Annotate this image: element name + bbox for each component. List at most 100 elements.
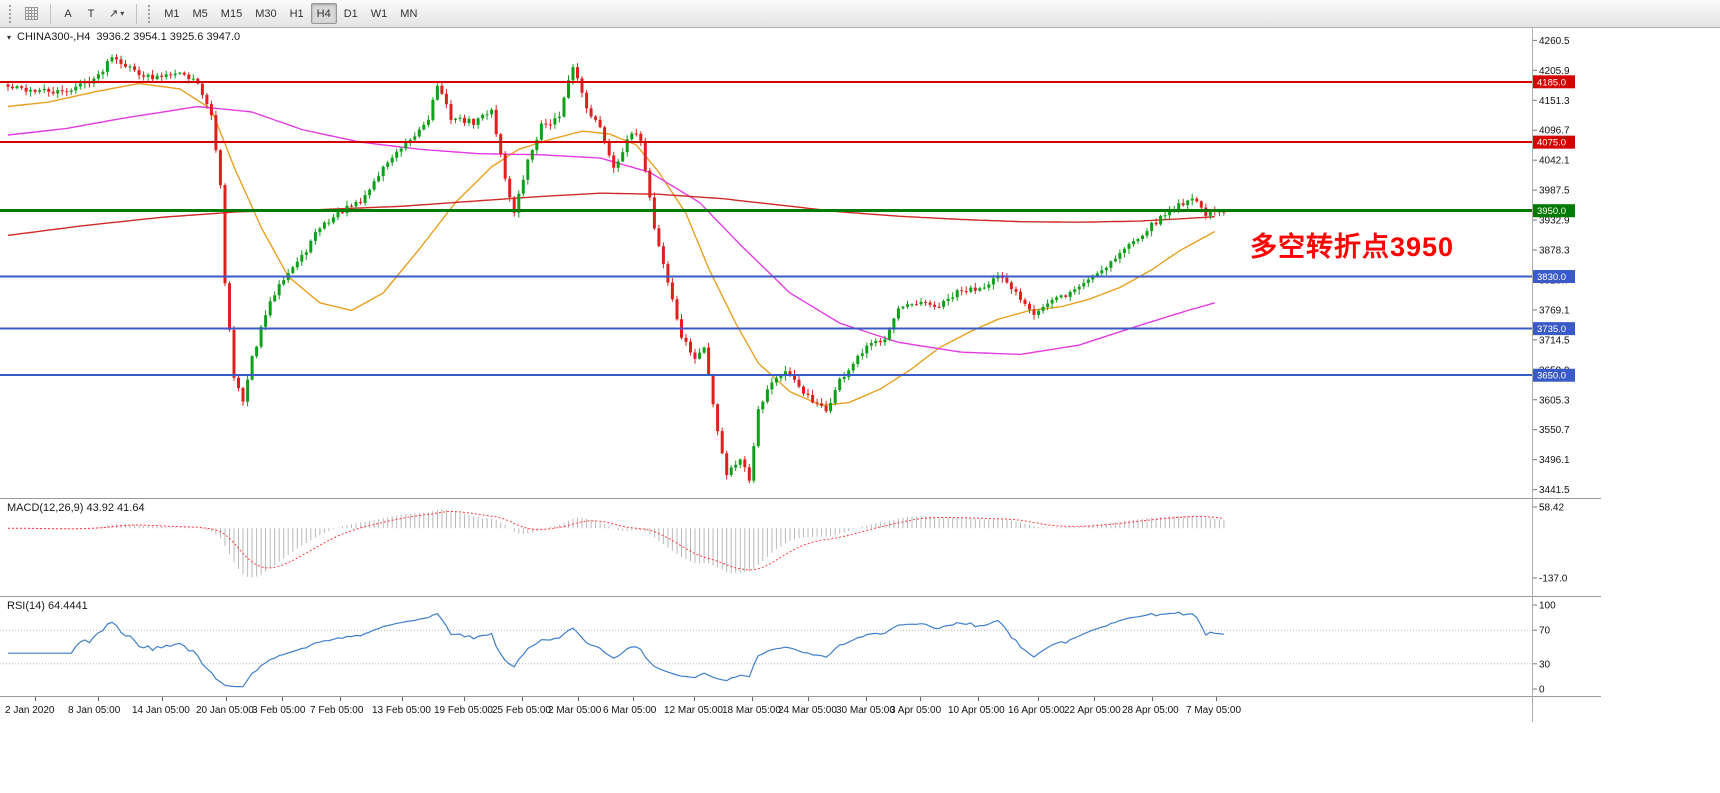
macd-header: MACD(12,26,9) 43.92 41.64 — [7, 502, 145, 514]
time-label: 3 Feb 05:00 — [252, 705, 306, 716]
time-label: 10 Apr 05:00 — [948, 705, 1005, 716]
dropdown-caret-icon: ▾ — [120, 9, 125, 18]
timeframe-m15[interactable]: M15 — [220, 7, 243, 20]
time-label: 30 Mar 05:00 — [836, 705, 895, 716]
time-tick — [578, 697, 579, 701]
timeframe-mn[interactable]: MN — [400, 7, 418, 20]
price-tick-label: 4260.5 — [1539, 36, 1570, 47]
down-candle-wicks — [7, 54, 1225, 484]
timeframe-h1[interactable]: H1 — [289, 7, 304, 20]
macd-signal-line — [8, 510, 1224, 571]
rsi-header: RSI(14) 64.4441 — [7, 600, 88, 612]
time-tick — [808, 697, 809, 701]
price-tick-label: 3878.3 — [1539, 246, 1570, 257]
arrows-tool[interactable]: ↗ ▾ — [109, 8, 125, 20]
time-tick — [1216, 697, 1217, 701]
hline-price-badge — [1533, 322, 1575, 336]
hline-price-badge — [1533, 75, 1575, 89]
price-tick-label: 3550.7 — [1539, 425, 1570, 436]
price-axis-divider — [1532, 28, 1533, 722]
time-label: 18 Mar 05:00 — [722, 705, 781, 716]
ma-mid-magenta — [7, 105, 1215, 356]
price-tick-label: 3605.3 — [1539, 395, 1570, 406]
timeframe-m1[interactable]: M1 — [164, 7, 180, 20]
time-tick — [920, 697, 921, 701]
price-tick-label: 4096.7 — [1539, 126, 1570, 137]
timeframe-h4[interactable]: H4 — [310, 3, 337, 24]
timeframe-m30[interactable]: M30 — [255, 7, 277, 20]
down-candle-bodies — [6, 57, 1226, 481]
hline-price-badge — [1533, 204, 1575, 218]
price-tick-label: 4042.1 — [1539, 156, 1570, 167]
timeframe-w1[interactable]: W1 — [370, 7, 388, 20]
time-tick — [162, 697, 163, 701]
annotation-text: 多空转折点3950 — [1250, 232, 1455, 262]
price-tick-label: 3441.5 — [1539, 485, 1570, 496]
price-tick-label: 3987.5 — [1539, 186, 1570, 197]
time-label: 25 Feb 05:00 — [492, 705, 551, 716]
price-tick-label: 3769.1 — [1539, 305, 1570, 316]
symbol-period: CHINA300-,H4 — [17, 31, 91, 43]
rsi-scale-label: 100 — [1539, 601, 1556, 612]
timeframe-m5[interactable]: M5 — [192, 7, 208, 20]
price-tick-label: 3714.5 — [1539, 335, 1570, 346]
collapse-icon[interactable]: ▾ — [7, 32, 12, 42]
time-tick — [98, 697, 99, 701]
up-candle-wicks — [16, 54, 1211, 484]
time-tick — [226, 697, 227, 701]
ma-fast-orange — [7, 82, 1216, 407]
time-label: 2 Mar 05:00 — [548, 705, 602, 716]
time-tick — [752, 697, 753, 701]
rsi-line — [8, 611, 1224, 688]
text-tool[interactable]: T — [87, 7, 95, 20]
macd-scale-label: 58.42 — [1539, 503, 1564, 514]
time-label: 16 Apr 05:00 — [1008, 705, 1065, 716]
hline-price-badge — [1533, 270, 1575, 284]
grid-glyph-icon — [25, 7, 38, 20]
price-pane: 4260.5 4205.9 4151.3 4096.7 4042.1 3987.5 3932… — [0, 28, 1601, 498]
time-tick — [402, 697, 403, 701]
macd-pane: 58.42 -137.0 MACD(12,26,9) 43.92 41.64 — [0, 498, 1601, 596]
macd-histogram — [12, 509, 1225, 578]
grid-icon[interactable] — [19, 3, 44, 24]
ma-slow-red — [7, 192, 1215, 237]
time-axis[interactable]: 2 Jan 2020 8 Jan 05:00 14 Jan 05:00 20 Jan … — [0, 696, 1601, 722]
timeframes-group: M1 M5 M15 M30 H1 H4 D1 W1 MN — [158, 3, 423, 24]
time-label: 22 Apr 05:00 — [1064, 705, 1121, 716]
time-label: 19 Feb 05:00 — [434, 705, 493, 716]
toolbar-separator — [50, 3, 51, 24]
time-label: 14 Jan 05:00 — [132, 705, 190, 716]
toolbar: A T ↗ ▾ M1 M5 M15 M30 H1 H4 D1 W1 MN — [0, 0, 1720, 28]
timeframe-d1[interactable]: D1 — [343, 7, 358, 20]
toolbar-separator — [136, 3, 138, 24]
time-tick — [464, 697, 465, 701]
time-tick — [694, 697, 695, 701]
time-tick — [1038, 697, 1039, 701]
hline-badge-label: 4185.0 — [1537, 77, 1566, 88]
hline-price-badge — [1533, 368, 1575, 382]
time-tick — [340, 697, 341, 701]
time-label: 2 Jan 2020 — [5, 705, 55, 716]
time-tick — [522, 697, 523, 701]
time-tick — [633, 697, 634, 701]
time-label: 20 Jan 05:00 — [196, 705, 254, 716]
price-tick-label: 3932.9 — [1539, 216, 1570, 227]
hline-badge-label: 3950.0 — [1537, 206, 1566, 217]
drawing-tools-group: A T ↗ ▾ — [57, 3, 130, 24]
time-tick — [1152, 697, 1153, 701]
chart-window: 4260.5 4205.9 4151.3 4096.7 4042.1 3987.5 3932… — [0, 28, 1601, 722]
time-tick — [35, 697, 36, 701]
toolbar-drag-handle[interactable] — [8, 3, 13, 24]
label-tool[interactable]: A — [64, 7, 72, 20]
time-label: 24 Mar 05:00 — [778, 705, 837, 716]
macd-scale-label: -137.0 — [1539, 574, 1568, 585]
time-label: 7 May 05:00 — [1186, 705, 1242, 716]
hline-badge-label: 3650.0 — [1537, 371, 1566, 382]
hline-badge-label: 4075.0 — [1537, 138, 1566, 149]
price-tick-label: 4205.9 — [1539, 66, 1570, 77]
toolbar-drag-handle[interactable] — [147, 3, 153, 24]
time-tick — [1094, 697, 1095, 701]
rsi-pane: 100 70 30 0 RSI(14) 64.4441 — [0, 596, 1601, 696]
price-tick-label: 3496.1 — [1539, 455, 1570, 466]
rsi-scale-label: 30 — [1539, 659, 1551, 670]
